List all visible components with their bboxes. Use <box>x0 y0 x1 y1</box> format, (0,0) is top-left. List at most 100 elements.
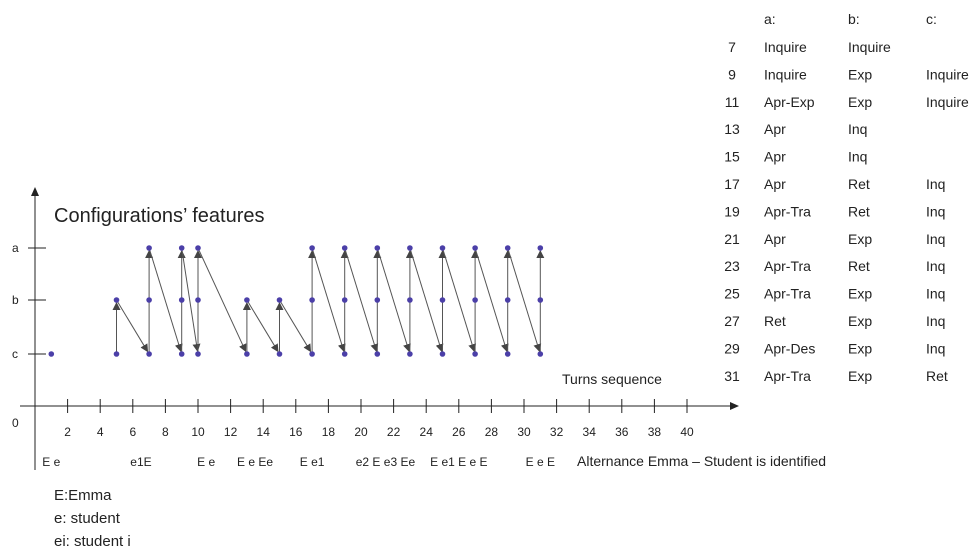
data-point <box>178 297 185 303</box>
transition-arrow <box>197 247 247 353</box>
table-cell: Inq <box>926 231 945 247</box>
data-point <box>309 245 315 251</box>
data-point <box>537 351 544 357</box>
table-cell: Apr-Exp <box>764 94 815 110</box>
transition-arrow <box>442 247 476 353</box>
data-point <box>374 351 381 357</box>
table-cell: 7 <box>728 39 736 55</box>
data-point <box>244 351 250 357</box>
axes <box>20 187 739 470</box>
x-tick-label: 8 <box>162 425 169 439</box>
data-point <box>439 351 446 357</box>
data-point <box>407 245 413 251</box>
table-cell: Exp <box>848 94 872 110</box>
x-tick-label: 38 <box>648 425 662 439</box>
transition-arrow <box>148 247 183 353</box>
data-point <box>276 351 283 357</box>
data-point <box>537 245 544 251</box>
data-point <box>146 351 152 357</box>
data-point <box>407 351 413 357</box>
legend-student: e: student <box>54 510 121 527</box>
table-cell: Ret <box>848 176 870 192</box>
table-cell: Inq <box>848 149 867 165</box>
table-cell: Apr-Tra <box>764 286 811 302</box>
table-cell: Inquire <box>764 66 807 82</box>
data-point <box>195 351 201 357</box>
transition-arrow <box>507 247 542 353</box>
transition-arrow <box>376 247 411 353</box>
y-tick-label: b <box>12 293 19 307</box>
x-tick-label: 2 <box>64 425 71 439</box>
data-point <box>439 245 446 251</box>
configuration-table: a: b: c: 7 Inquire Inquire 9 Inquire Exp Inquire 1… <box>724 11 969 384</box>
origin-label: 0 <box>12 416 19 430</box>
x-axis-label: Turns sequence <box>562 371 662 387</box>
x-tick-label: 32 <box>550 425 564 439</box>
table-cell: Inq <box>926 286 945 302</box>
data-point <box>439 297 446 303</box>
table-cell: 13 <box>724 121 740 137</box>
table-cell: Inquire <box>926 66 969 82</box>
x-tick-label: 36 <box>615 425 629 439</box>
transition-arrow <box>279 299 312 353</box>
table-header: a: <box>764 11 776 27</box>
table-cell: Inq <box>926 203 945 219</box>
table-cell: Exp <box>848 231 872 247</box>
y-tick-label: c <box>12 347 18 361</box>
table-cell: Inq <box>926 313 945 329</box>
y-tick-label: a <box>12 241 19 255</box>
table-cell: Apr-Tra <box>764 258 811 274</box>
data-point <box>407 297 413 303</box>
transition-arrows <box>112 247 545 354</box>
data-point <box>178 245 185 251</box>
table-cell: 25 <box>724 286 740 302</box>
x-tick-label: 26 <box>452 425 466 439</box>
data-point <box>537 297 544 303</box>
data-point <box>113 351 120 357</box>
table-cell: Inq <box>848 121 867 137</box>
table-cell: Apr-Tra <box>764 368 811 384</box>
table-cell: Exp <box>848 340 872 356</box>
data-point <box>113 297 120 303</box>
x-tick-label: 16 <box>289 425 303 439</box>
transition-arrow <box>344 247 379 353</box>
table-cell: 29 <box>724 340 740 356</box>
data-point <box>504 245 511 251</box>
data-point <box>472 351 478 357</box>
table-cell: 23 <box>724 258 740 274</box>
sequence-item: e2 E e3 Ee <box>356 455 416 469</box>
y-ticks: c b a <box>12 241 46 361</box>
table-cell: 11 <box>725 94 740 110</box>
x-tick-label: 22 <box>387 425 401 439</box>
table-cell: Apr <box>764 121 786 137</box>
table-cell: Exp <box>848 286 872 302</box>
table-cell: Apr <box>764 176 786 192</box>
table-cell: Apr <box>764 231 786 247</box>
table-cell: Inq <box>926 340 945 356</box>
sequence-label: Alternance Emma – Student is identified <box>577 453 826 469</box>
sequence-item: E e E <box>526 455 555 469</box>
table-cell: Inq <box>926 258 945 274</box>
x-tick-label: 20 <box>354 425 368 439</box>
data-point <box>48 351 55 357</box>
table-cell: Inq <box>926 176 945 192</box>
transition-arrow <box>311 247 346 353</box>
x-tick-label: 18 <box>322 425 336 439</box>
table-cell: Exp <box>848 368 872 384</box>
table-cell: Ret <box>848 258 870 274</box>
table-header: c: <box>926 11 937 27</box>
sequence-item: E e <box>197 455 215 469</box>
sequence-item: E e Ee <box>237 455 273 469</box>
x-tick-label: 10 <box>191 425 205 439</box>
table-cell: 15 <box>724 149 740 165</box>
transition-arrow <box>409 247 444 353</box>
table-cell: Apr-Tra <box>764 203 811 219</box>
table-cell: Apr <box>764 149 786 165</box>
data-point <box>195 297 201 303</box>
data-point <box>178 351 185 357</box>
x-tick-label: 4 <box>97 425 104 439</box>
data-point <box>309 297 315 303</box>
table-cell: Ret <box>848 203 870 219</box>
table-cell: Inquire <box>764 39 807 55</box>
